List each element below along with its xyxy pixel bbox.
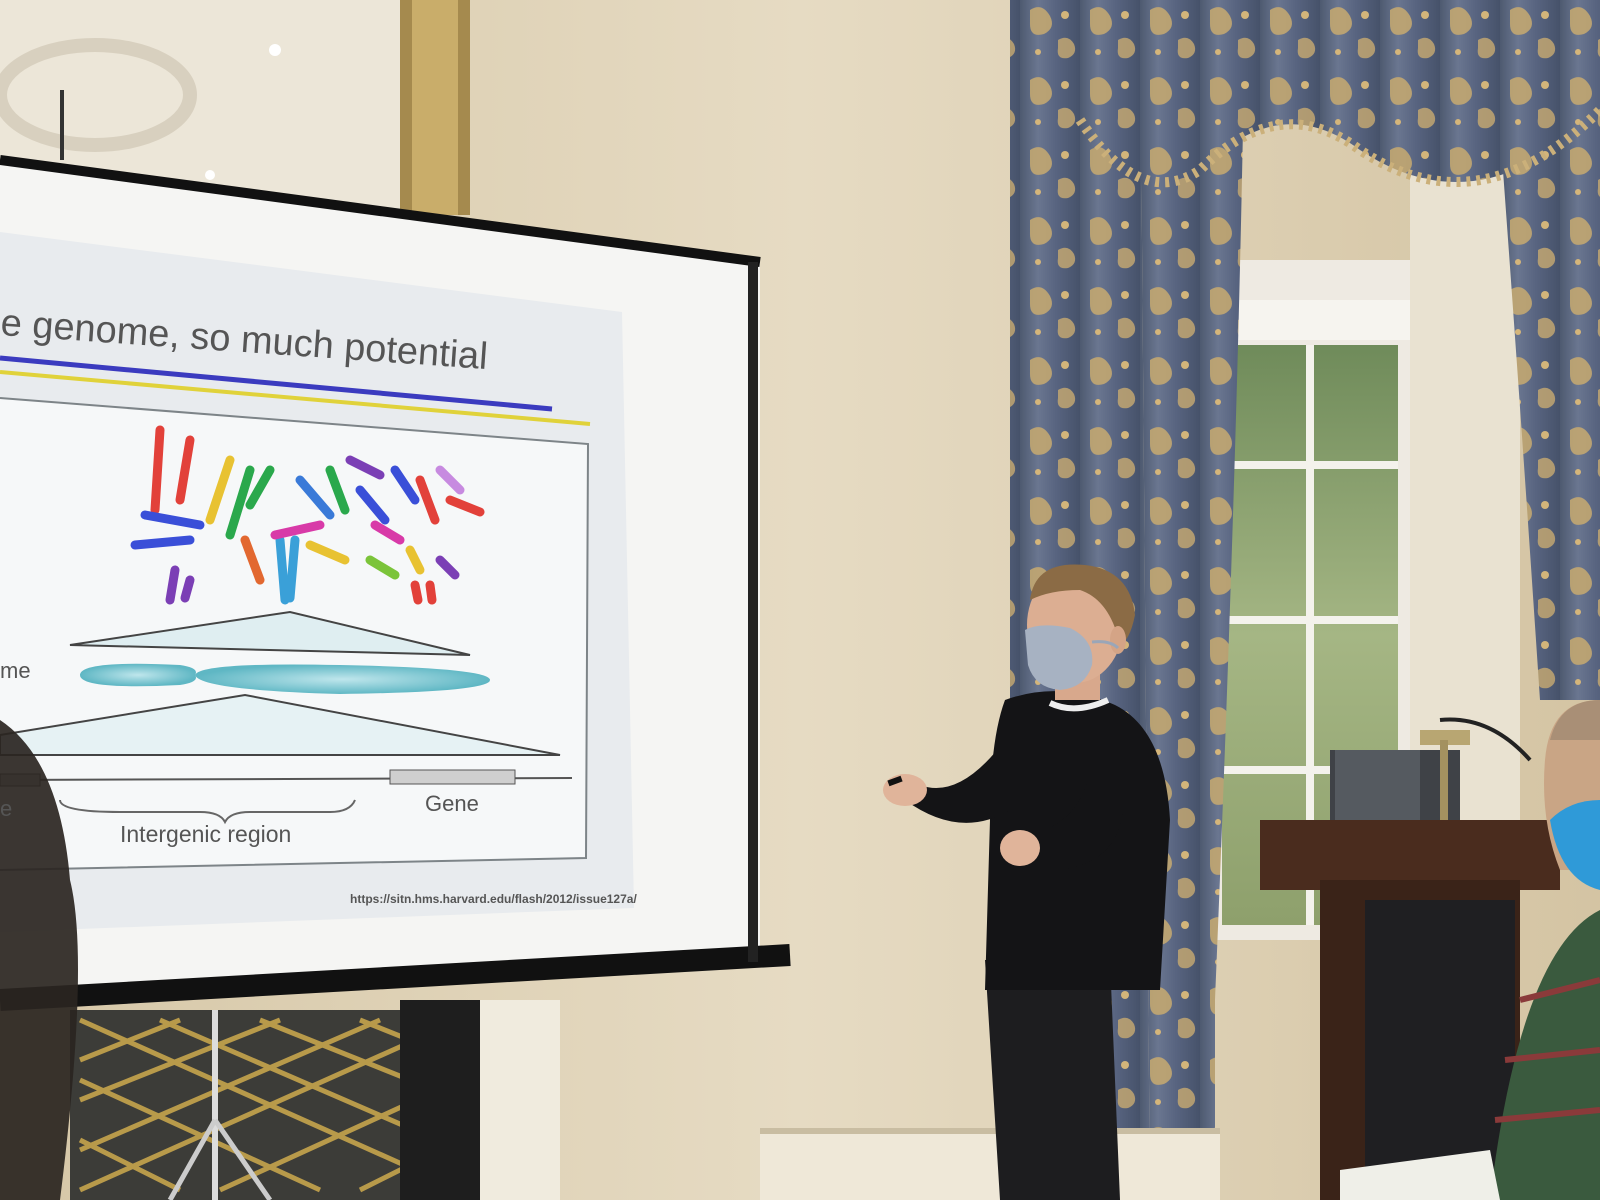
intergenic-label: Intergenic region [120,821,291,847]
audience-member [1340,700,1600,1200]
slide-title: e genome, so much potential [0,302,489,378]
presenter [883,564,1170,1200]
chromosome-label: me [0,658,31,683]
audience-member-left [0,720,78,1200]
fireplace-grille [70,1000,560,1200]
face-mask [1025,625,1093,690]
chromosome-spread [130,425,485,605]
source-url: https://sitn.hms.harvard.edu/flash/2012/… [350,892,637,906]
laptop [1335,750,1420,820]
gene-label-left: e [0,796,12,821]
gene-label: Gene [425,791,479,816]
